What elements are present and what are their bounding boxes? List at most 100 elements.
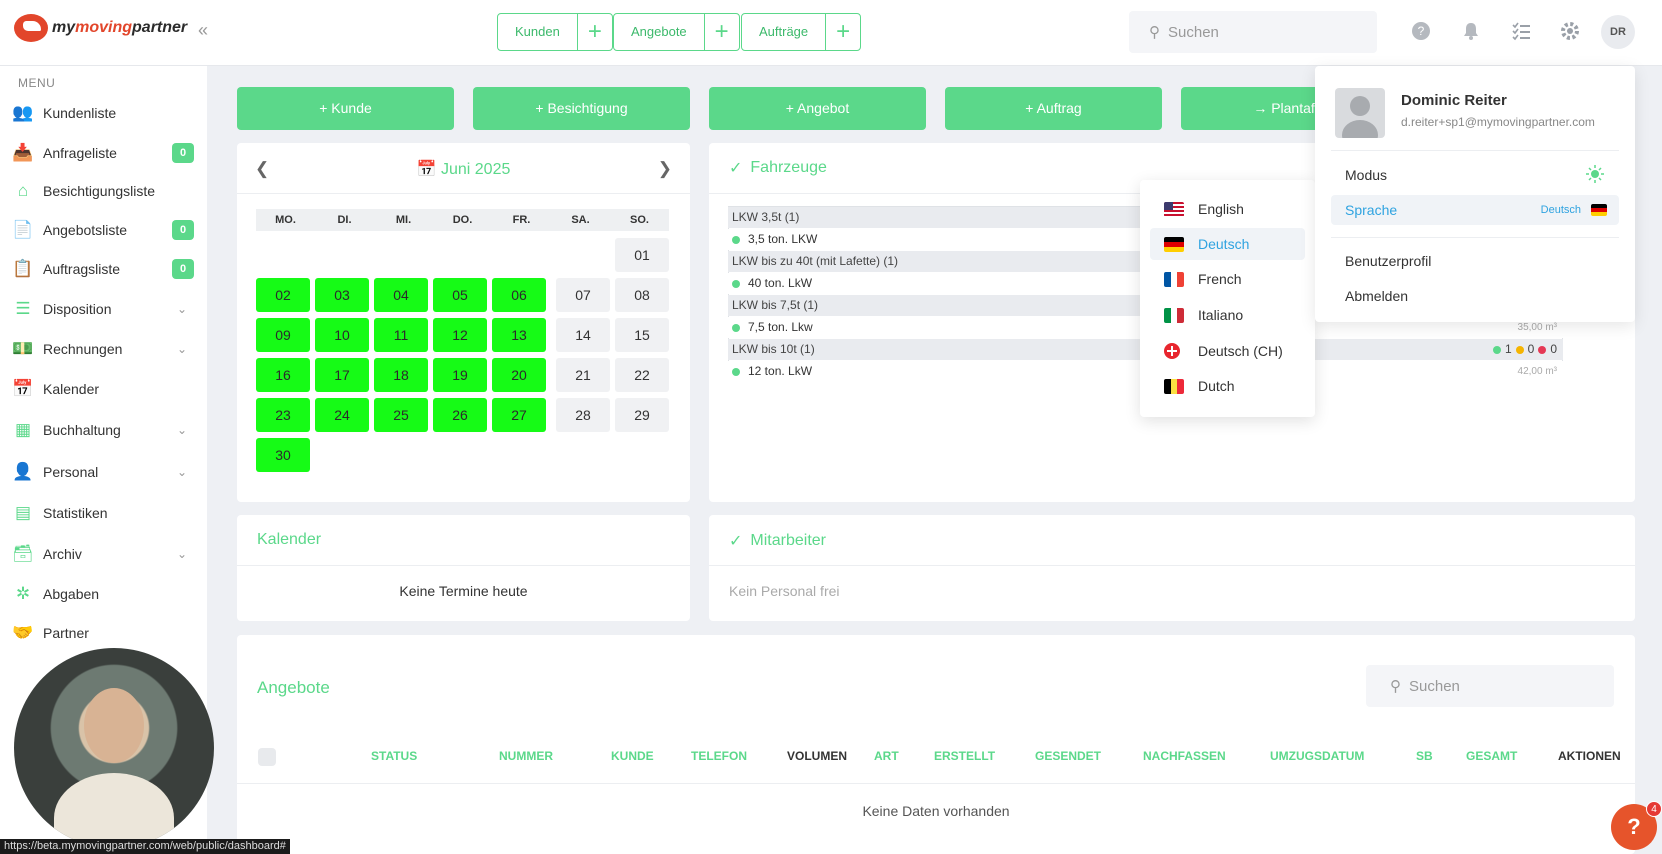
add-auftrag-button[interactable]: + Auftrag — [945, 87, 1162, 130]
top-search-input[interactable]: ⚲ Suchen — [1129, 11, 1377, 53]
sidebar-item-anfrageliste[interactable]: 📥 Anfrageliste 0 — [0, 134, 207, 172]
calendar-day[interactable]: 19 — [433, 358, 487, 392]
calendar-day[interactable]: 05 — [433, 278, 487, 312]
logo[interactable]: mymovingpartner — [14, 14, 187, 42]
calendar-day[interactable]: 15 — [615, 318, 669, 352]
column-header[interactable]: KUNDE — [611, 749, 654, 763]
sidebar-item-archiv[interactable]: 🗃 Archiv ⌄ — [0, 535, 207, 573]
calendar-day[interactable]: 29 — [615, 398, 669, 432]
sidebar-item-auftragsliste[interactable]: 📋 Auftragsliste 0 — [0, 250, 207, 288]
language-option-italiano[interactable]: Italiano — [1150, 299, 1305, 331]
calendar-day[interactable]: 23 — [256, 398, 310, 432]
calendar-day[interactable]: 06 — [492, 278, 546, 312]
sidebar-item-kundenliste[interactable]: 👥 Kundenliste — [0, 94, 207, 132]
chevron-down-icon[interactable]: ⌄ — [176, 302, 187, 316]
collapse-sidebar-icon[interactable]: « — [198, 20, 209, 40]
add-angebot-button[interactable]: + Angebot — [709, 87, 926, 130]
column-header[interactable]: AKTIONEN — [1558, 749, 1621, 763]
sidebar-item-partner[interactable]: 🤝 Partner — [0, 614, 207, 652]
quick-auftraege-button[interactable]: Aufträge — [742, 14, 827, 50]
abmelden-menu-item[interactable]: Abmelden — [1345, 288, 1409, 304]
column-header[interactable]: SB — [1416, 749, 1433, 763]
sidebar-item-statistiken[interactable]: ▤ Statistiken — [0, 494, 207, 532]
calendar-day[interactable]: 09 — [256, 318, 310, 352]
sun-icon[interactable] — [1585, 164, 1605, 187]
checklist-icon[interactable] — [1510, 21, 1532, 43]
calendar-day[interactable]: 13 — [492, 318, 546, 352]
calendar-day[interactable]: 11 — [374, 318, 428, 352]
calendar-day[interactable]: 03 — [315, 278, 369, 312]
quick-angebote-button[interactable]: Angebote — [614, 14, 705, 50]
angebote-search-input[interactable]: ⚲ Suchen — [1366, 665, 1614, 707]
column-header[interactable]: STATUS — [371, 749, 418, 763]
calendar-day[interactable]: 20 — [492, 358, 546, 392]
vehicle-label: LKW bis zu 40t (mit Lafette) (1) — [732, 254, 899, 268]
column-header[interactable]: GESENDET — [1035, 749, 1102, 763]
sprache-menu-item[interactable]: Sprache Deutsch — [1331, 195, 1619, 225]
add-kunde-button[interactable]: + Kunde — [237, 87, 454, 130]
chevron-down-icon[interactable]: ⌄ — [176, 423, 187, 437]
quick-kunden-button[interactable]: Kunden — [498, 14, 578, 50]
sidebar-item-buchhaltung[interactable]: ▦ Buchhaltung ⌄ — [0, 411, 207, 449]
language-option-french[interactable]: French — [1150, 263, 1305, 295]
calendar-day[interactable]: 25 — [374, 398, 428, 432]
calendar-day[interactable]: 08 — [615, 278, 669, 312]
column-header[interactable]: NUMMER — [499, 749, 553, 763]
modus-menu-item[interactable]: Modus — [1331, 160, 1619, 190]
mitarbeiter-card: ✓ Mitarbeiter Kein Personal frei — [709, 515, 1635, 621]
calendar-prev-icon[interactable]: ❮ — [255, 159, 270, 178]
bell-icon[interactable] — [1460, 21, 1482, 43]
calendar-day[interactable]: 04 — [374, 278, 428, 312]
gear-icon[interactable] — [1559, 21, 1581, 43]
chevron-down-icon[interactable]: ⌄ — [176, 342, 187, 356]
calendar-day[interactable]: 21 — [556, 358, 610, 392]
sidebar-item-besichtigungsliste[interactable]: ⌂ Besichtigungsliste — [0, 172, 207, 210]
calendar-day[interactable]: 26 — [433, 398, 487, 432]
user-avatar[interactable]: DR — [1601, 15, 1635, 49]
sidebar-item-personal[interactable]: 👤 Personal ⌄ — [0, 453, 207, 491]
column-header[interactable]: ERSTELLT — [934, 749, 996, 763]
chevron-down-icon[interactable]: ⌄ — [176, 547, 187, 561]
calendar-day[interactable]: 14 — [556, 318, 610, 352]
calendar-day[interactable]: 16 — [256, 358, 310, 392]
calendar-day[interactable]: 22 — [615, 358, 669, 392]
calendar-day[interactable]: 18 — [374, 358, 428, 392]
add-besichtigung-button[interactable]: + Besichtigung — [473, 87, 690, 130]
vehicle-label: 3,5 ton. LKW — [748, 232, 818, 246]
sidebar-item-kalender[interactable]: 📅 Kalender — [0, 370, 207, 408]
calendar-day[interactable]: 24 — [315, 398, 369, 432]
help-chat-button[interactable]: ? — [1611, 804, 1657, 850]
calendar-day[interactable]: 07 — [556, 278, 610, 312]
calendar-day[interactable]: 10 — [315, 318, 369, 352]
calendar-day[interactable]: 12 — [433, 318, 487, 352]
calendar-next-icon[interactable]: ❯ — [657, 159, 672, 178]
select-all-checkbox[interactable] — [258, 748, 276, 766]
column-header[interactable]: TELEFON — [691, 749, 747, 763]
calendar-day[interactable]: 02 — [256, 278, 310, 312]
column-header[interactable]: GESAMT — [1466, 749, 1518, 763]
sidebar-item-rechnungen[interactable]: 💵 Rechnungen ⌄ — [0, 330, 207, 368]
calendar-day[interactable]: 01 — [615, 238, 669, 272]
quick-kunden-add-icon[interactable]: + — [587, 18, 602, 45]
language-option-english[interactable]: English — [1150, 193, 1305, 225]
quick-auftraege-add-icon[interactable]: + — [836, 18, 851, 45]
sidebar-item-angebotsliste[interactable]: 📄 Angebotsliste 0 — [0, 211, 207, 249]
language-option-dutch[interactable]: Dutch — [1150, 370, 1305, 402]
calendar-day[interactable]: 28 — [556, 398, 610, 432]
calendar-day[interactable]: 17 — [315, 358, 369, 392]
column-header[interactable]: VOLUMEN — [787, 749, 847, 763]
language-option-deutsch[interactable]: Deutsch — [1150, 228, 1305, 260]
calendar-day[interactable]: 27 — [492, 398, 546, 432]
sidebar-item-abgaben[interactable]: ✲ Abgaben — [0, 575, 207, 613]
calendar-day[interactable]: 30 — [256, 438, 310, 472]
help-circle-icon[interactable]: ? — [1410, 21, 1432, 43]
column-header[interactable]: ART — [874, 749, 899, 763]
quick-angebote-add-icon[interactable]: + — [714, 18, 729, 45]
benutzerprofil-menu-item[interactable]: Benutzerprofil — [1345, 253, 1432, 269]
chevron-down-icon[interactable]: ⌄ — [176, 465, 187, 479]
language-option-deutsch-ch[interactable]: Deutsch (CH) — [1150, 335, 1305, 367]
column-header[interactable]: NACHFASSEN — [1143, 749, 1226, 763]
calendar-month-label: Juni 2025 — [440, 161, 511, 178]
sidebar-item-disposition[interactable]: ☰ Disposition ⌄ — [0, 290, 207, 328]
column-header[interactable]: UMZUGSDATUM — [1270, 749, 1365, 763]
